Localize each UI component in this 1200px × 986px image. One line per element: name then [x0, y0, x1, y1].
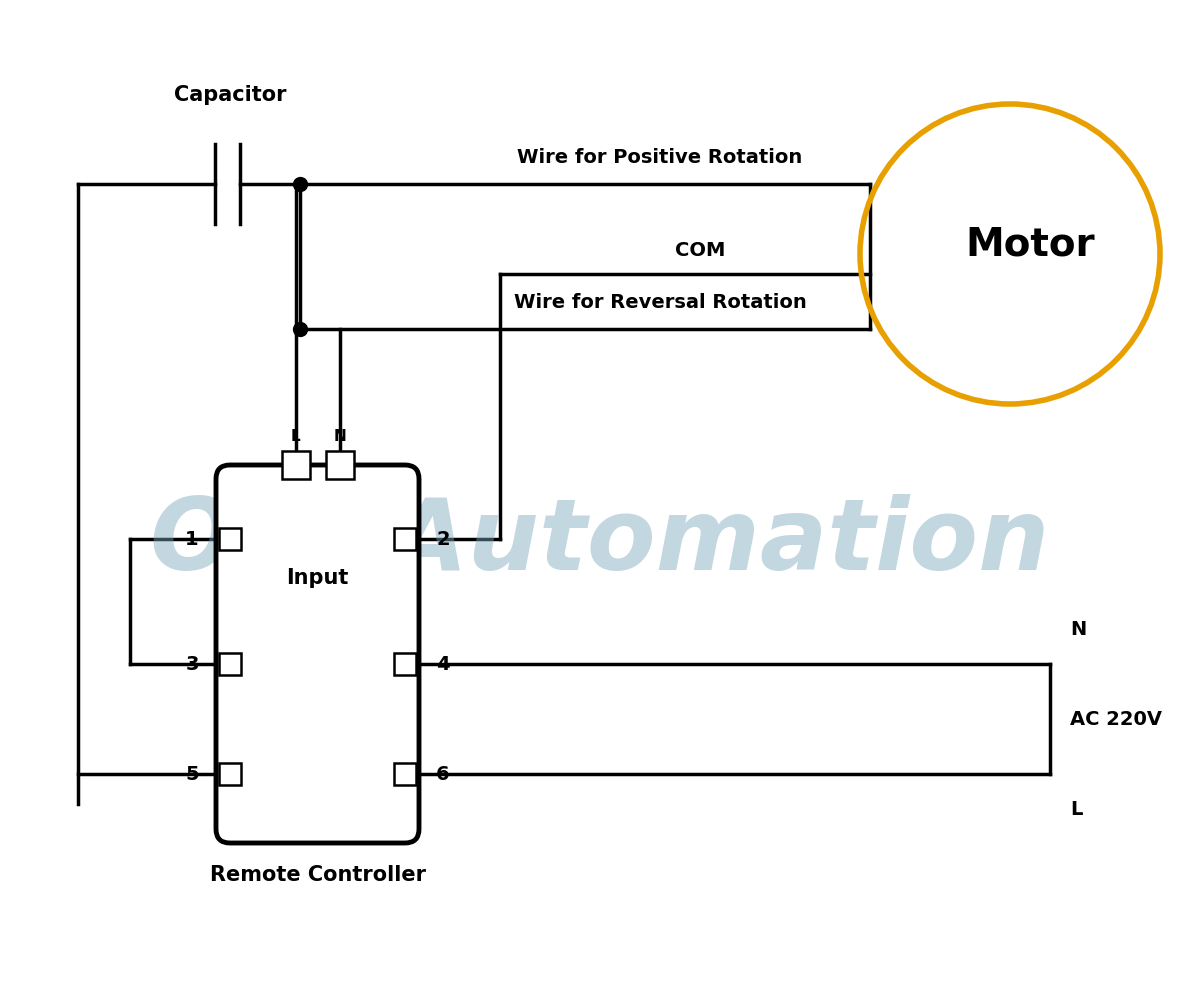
Text: 2: 2	[436, 529, 450, 549]
Text: Our Automation: Our Automation	[150, 494, 1050, 591]
Bar	[394, 528, 416, 550]
Text: COM: COM	[674, 241, 725, 259]
Text: Remote Controller: Remote Controller	[210, 864, 426, 884]
Text: N: N	[334, 429, 346, 444]
Text: N: N	[1070, 620, 1086, 639]
Text: 6: 6	[436, 765, 450, 784]
Text: L: L	[290, 429, 300, 444]
Text: 3: 3	[185, 655, 199, 673]
Text: Motor: Motor	[965, 226, 1094, 263]
Bar	[220, 763, 241, 785]
Text: Wire for Reversal Rotation: Wire for Reversal Rotation	[514, 293, 806, 312]
FancyBboxPatch shape	[216, 465, 419, 843]
Text: AC 220V: AC 220V	[1070, 710, 1162, 729]
Text: Capacitor: Capacitor	[174, 85, 287, 105]
Text: Input: Input	[287, 567, 349, 588]
Bar	[325, 452, 354, 479]
Bar	[394, 763, 416, 785]
Bar	[220, 654, 241, 675]
Text: L: L	[1070, 800, 1082, 818]
Bar	[282, 452, 310, 479]
Text: 4: 4	[436, 655, 450, 673]
Bar	[220, 528, 241, 550]
Text: Wire for Positive Rotation: Wire for Positive Rotation	[517, 148, 803, 167]
Text: 5: 5	[185, 765, 199, 784]
Text: 1: 1	[185, 529, 199, 549]
Bar	[394, 654, 416, 675]
